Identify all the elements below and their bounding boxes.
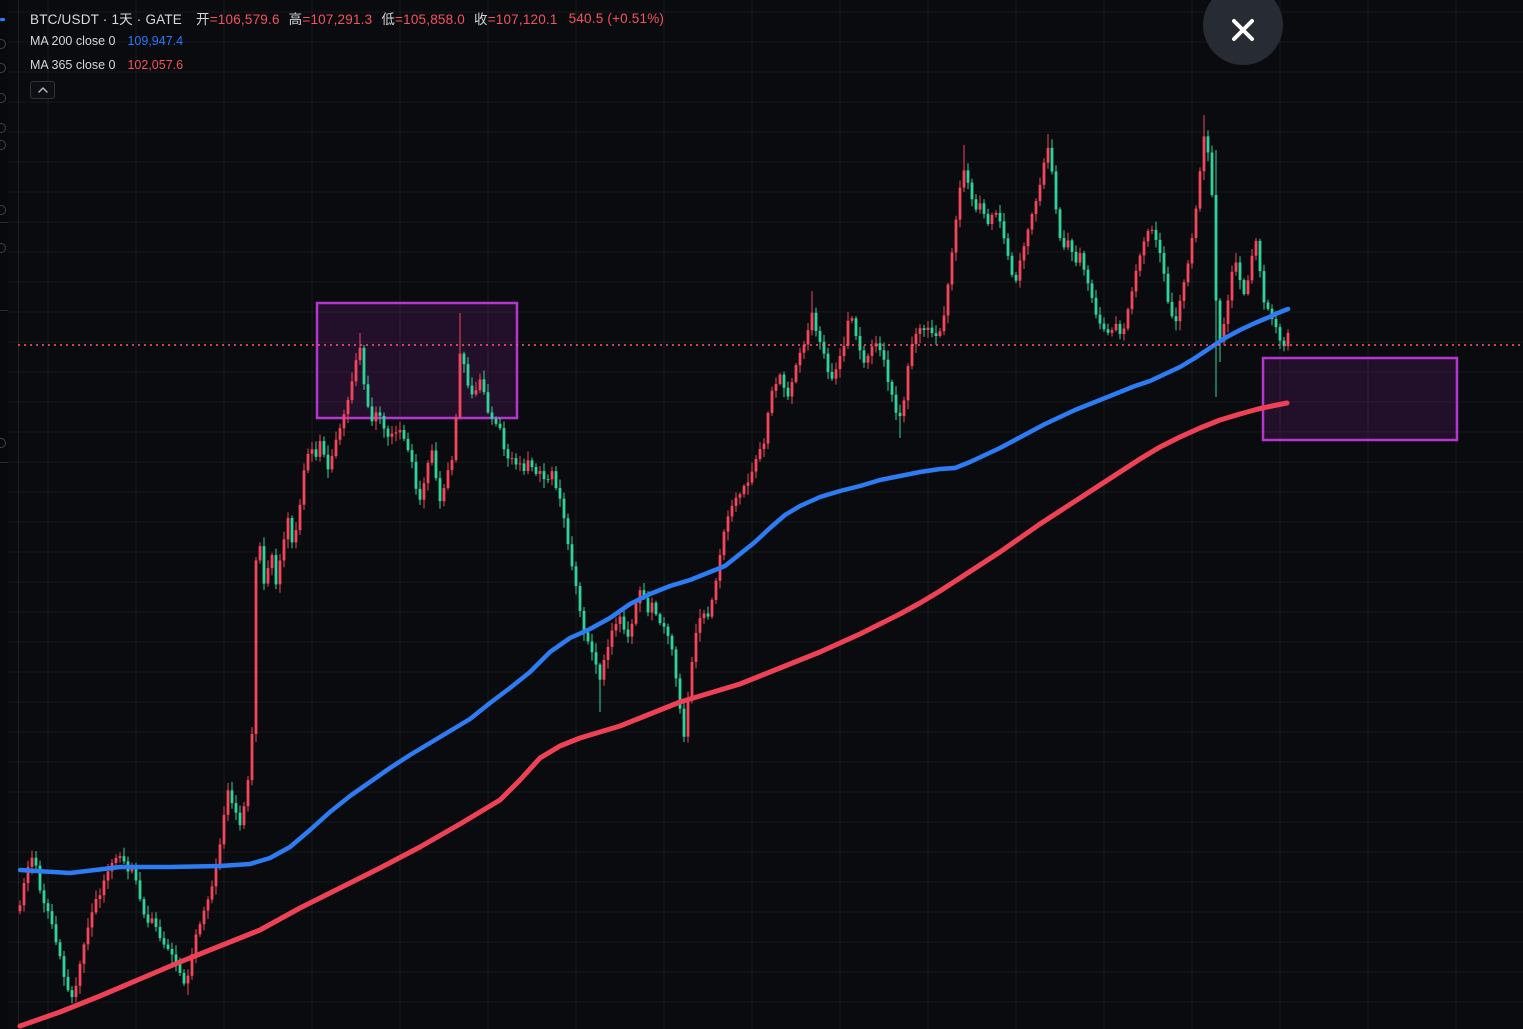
symbol-row[interactable]: BTC/USDT · 1天 · GATE 开=106,579.6 高=107,2… [30,7,664,29]
ma365-value: 102,057.6 [127,58,184,72]
ma365-label: MA 365 close 0 [30,58,116,72]
toolbar-divider [0,222,8,223]
left-toolbar-sliver[interactable] [0,0,8,1029]
toolbar-icon-fragment [0,140,6,150]
ohlc-high: 高=107,291.3 [288,12,373,27]
toolbar-icon-fragment [0,205,6,215]
ohlc-close: 收=107,120.1 [473,12,558,27]
change-badge: 540.5 (+0.51%) [568,10,665,26]
ohlc-open: 开=106,579.6 [196,12,280,27]
symbol-title[interactable]: BTC/USDT · 1天 · GATE [30,12,183,27]
toolbar-icon-fragment [0,63,6,73]
ma200-value: 109,947.4 [127,34,184,48]
toolbar-divider [0,310,8,311]
legend: BTC/USDT · 1天 · GATE 开=106,579.6 高=107,2… [30,7,664,99]
chevron-up-icon [37,87,48,93]
toolbar-icon-fragment [0,243,6,253]
toolbar-icon-fragment [0,438,6,448]
close-icon [1231,18,1255,65]
toolbar-icon-fragment [0,18,5,21]
indicator-row-ma365[interactable]: MA 365 close 0 102,057.6 [30,53,664,77]
ma200-label: MA 200 close 0 [30,34,116,48]
indicator-row-ma200[interactable]: MA 200 close 0 109,947.4 [30,29,664,53]
ohlc-low: 低=105,858.0 [381,12,465,27]
toolbar-icon-fragment [0,39,6,49]
toolbar-divider [0,462,8,463]
close-button[interactable] [1203,0,1283,65]
legend-collapse-button[interactable] [30,81,55,99]
toolbar-icon-fragment [0,123,6,133]
toolbar-icon-fragment [0,93,6,103]
